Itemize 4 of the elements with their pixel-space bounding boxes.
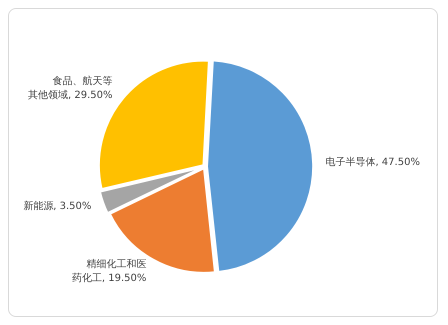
slice-label: 精细化工和医药化工, 19.50% — [72, 258, 146, 286]
slice-label: 食品、航天等其他领域, 29.50% — [28, 75, 113, 104]
slice-label: 新能源, 3.50% — [23, 200, 92, 214]
slice-label: 电子半导体, 47.50% — [325, 156, 420, 170]
